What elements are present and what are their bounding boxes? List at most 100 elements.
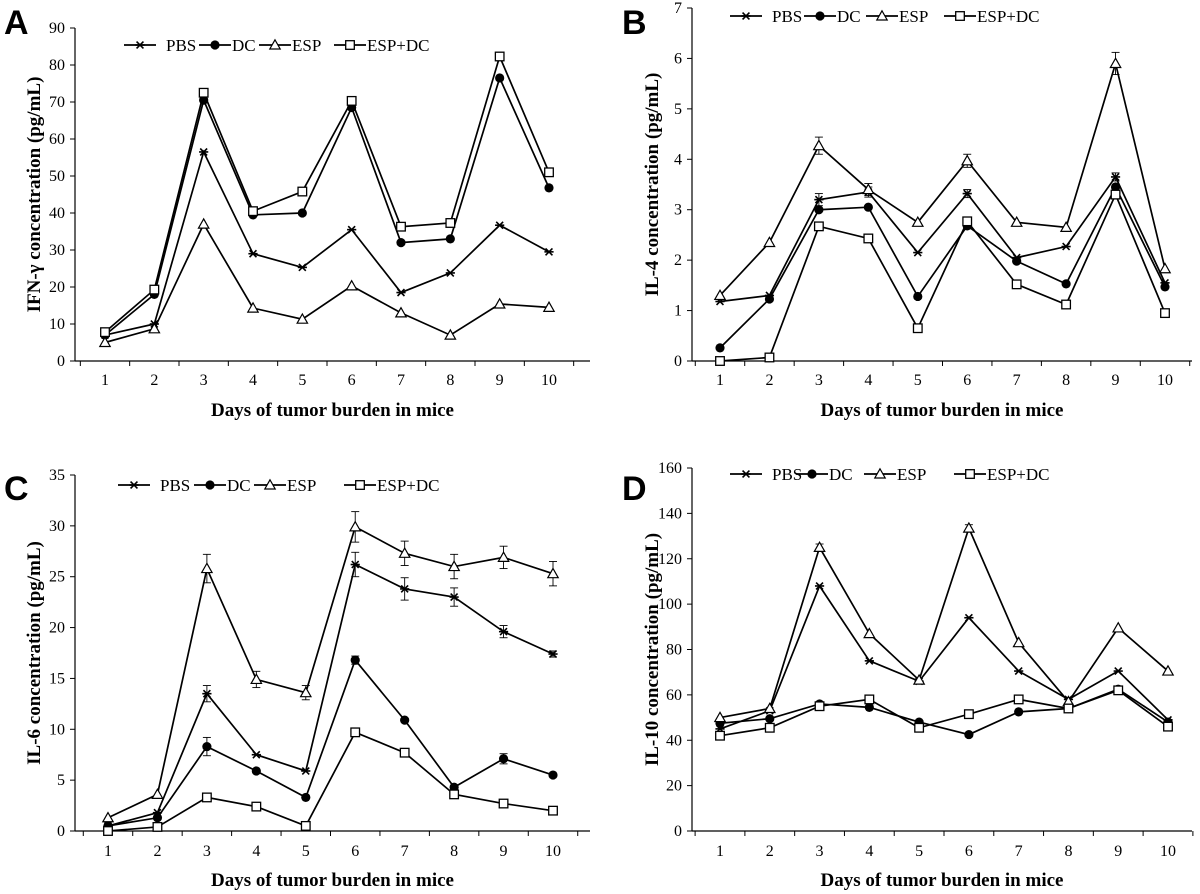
panel-c-series-dc [103, 655, 558, 831]
panel-d-series-pbs-point [864, 656, 874, 665]
panel-d-legend-esp-label: ESP [897, 465, 926, 484]
panel-b-series-pbs-line [719, 175, 1166, 303]
panel-d-series-esp-dc-point [1063, 703, 1074, 714]
panel-c-series-esp-dc-point [103, 826, 113, 836]
panel-d-series-esp-dc [715, 685, 1173, 741]
panel-a-y-tick-label: 20 [49, 279, 65, 296]
panel-a-y-tick-label: 10 [49, 316, 65, 333]
panel-b-x-tick-label: 6 [963, 372, 971, 389]
panel-c-series-pbs-point [301, 766, 311, 776]
panel-c-series-esp-dc-point [498, 798, 509, 809]
panel-d-y-tick-label: 80 [666, 642, 682, 659]
panel-d-x-tick-label: 3 [816, 843, 824, 860]
panel-d-legend-esp-dc-marker [965, 469, 975, 479]
panel-b-legend-esp-marker [875, 9, 889, 21]
panel-d-x-axis-title: Days of tumor burden in mice [821, 870, 1064, 891]
panel-a-series-dc-point [544, 183, 554, 193]
panel-c-legend-dc-label: DC [227, 476, 251, 495]
panel-b: B 0 1 2 3 4 5 6 7 1 2 3 4 5 6 7 8 9 10 Days of tumor burden… [622, 0, 1192, 421]
panel-c-series-esp-line [107, 525, 554, 819]
panel-c-series-dc-point [400, 715, 410, 725]
panel-d-x-tick-label: 7 [1015, 843, 1023, 860]
panel-d-y-axis-title: IL-10 concentration (pg/mL) [642, 533, 663, 766]
panel-b-x-tick-label: 2 [765, 372, 773, 389]
panel-d-legend-pbs: PBS [730, 465, 802, 484]
panel-b-x-tick-label: 9 [1112, 372, 1120, 389]
panel-a-series-esp-dc-point [346, 95, 357, 106]
panel-c: C 0 5 10 15 20 25 30 35 1 2 3 4 5 6 7 8 9 10 Days of tumor … [4, 467, 590, 891]
panel-a-series-esp-dc-point [149, 284, 160, 295]
panel-c-legend-pbs-marker [129, 480, 139, 490]
panel-b-series-dc-point [1160, 282, 1170, 292]
panel-b-y-tick-label: 4 [674, 151, 682, 168]
panel-a-series-pbs-point [248, 249, 258, 258]
panel-c-series-esp-dc-point [300, 820, 311, 831]
panel-a-y-tick-label: 40 [49, 205, 65, 222]
panel-d-y-tick-label: 120 [658, 551, 682, 568]
panel-b-legend-dc: DC [804, 7, 861, 26]
panel-a-y-tick-label: 0 [57, 353, 65, 370]
panel-b-series-esp-point [960, 154, 974, 166]
panel-a-series-esp-point [345, 279, 358, 291]
panel-d-series-esp-dc-point [1113, 685, 1124, 696]
panel-a-series-pbs [100, 147, 554, 340]
panel-d-legend-esp: ESP [864, 465, 926, 484]
panel-b-legend-dc-label: DC [837, 7, 861, 26]
panel-b-series-dc-point [863, 202, 873, 212]
panel-b-series-esp-point [713, 289, 727, 301]
panel-a-legend-esp-label: ESP [292, 36, 321, 55]
panel-a-legend-esp-dc-marker [345, 40, 355, 50]
panel-c-series-dc-point [152, 813, 163, 823]
panel-b-series-esp-dc-point [1011, 279, 1022, 290]
panel-a-legend-dc-label: DC [232, 36, 256, 55]
panel-d-series-esp-dc-line [719, 689, 1169, 737]
panel-c-legend-esp-label: ESP [287, 476, 316, 495]
panel-d-legend-esp-dc: ESP+DC [954, 465, 1050, 484]
panel-a-y-tick-label: 70 [49, 94, 65, 111]
panel-d-y-tick-label: 0 [674, 823, 682, 840]
panel-b-y-axis-title: IL-4 concentration (pg/mL) [642, 73, 663, 297]
panel-b-legend-esp-dc-marker [955, 11, 965, 21]
panel-a-x-tick-label: 6 [348, 372, 356, 389]
panel-a-series-esp-point [542, 300, 556, 312]
panel-d-series-pbs-point [814, 581, 825, 590]
panel-d-series-esp-dc-point [864, 694, 875, 705]
panel-d-x-tick-label: 8 [1064, 843, 1072, 860]
panel-d-y-tick-label: 160 [658, 460, 682, 477]
panel-d-series-esp-dc-point [814, 701, 825, 712]
panel-b-series-pbs-point [1061, 242, 1071, 251]
panel-d-series-esp-point [863, 627, 876, 639]
panel-a-series-esp-line [104, 222, 550, 344]
panel-b-series-pbs-point [1110, 172, 1121, 181]
panel-d-y-tick-label: 40 [666, 732, 682, 749]
panel-b-series-esp-dc-point [863, 233, 874, 244]
panel-d-series-dc-point [1014, 707, 1024, 717]
panel-d-legend-esp-dc-label: ESP+DC [987, 465, 1050, 484]
panel-b-series-dc-line [719, 185, 1166, 349]
panel-a-series-esp [98, 217, 556, 348]
panel-b-series-esp-point [1109, 57, 1122, 69]
panel-c-legend-esp-dc-label: ESP+DC [377, 476, 440, 495]
panel-b-legend-pbs-marker [741, 11, 751, 21]
panel-b-series-dc-point [814, 205, 824, 215]
panel-b-series-esp-dc [715, 189, 1170, 366]
panel-c-legend: PBS DC ESP ESP+DC [118, 476, 440, 495]
panel-b-x-tick-label: 7 [1013, 372, 1021, 389]
panel-a-series-esp-point [246, 301, 260, 313]
panel-b-y-tick-label: 3 [674, 202, 682, 219]
panel-a-series-esp-dc-point [544, 167, 554, 178]
panel-a-legend-dc: DC [199, 36, 256, 55]
panel-a-x-tick-label: 3 [200, 372, 208, 389]
panel-b-series-esp-dc-point [813, 221, 824, 232]
panel-b-y-tick-label: 2 [674, 252, 682, 269]
panel-a-series-pbs-point [495, 221, 505, 230]
panel-c-x-tick-label: 1 [104, 843, 112, 860]
panel-c-x-tick-label: 3 [203, 843, 211, 860]
panel-d-series-esp-dc-point [1163, 721, 1173, 732]
panel-a-x-tick-label: 8 [446, 372, 454, 389]
panel-d-series-pbs-point [1113, 667, 1123, 676]
panel-b-series-esp-point [862, 183, 875, 195]
panel-d-x-tick-label: 4 [865, 843, 873, 860]
panel-b-y-tick-label: 1 [674, 303, 682, 320]
panel-c-x-tick-label: 8 [450, 843, 458, 860]
